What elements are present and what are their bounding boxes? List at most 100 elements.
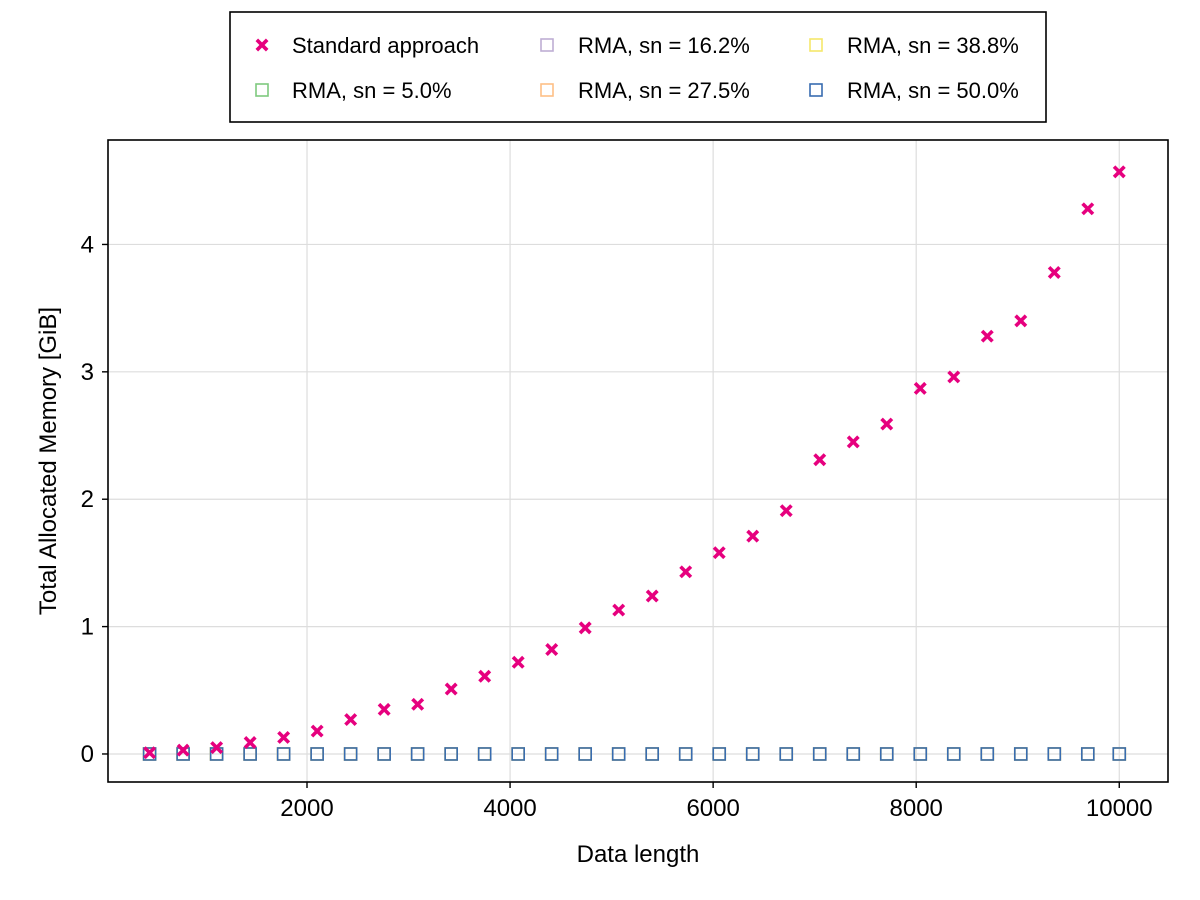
data-point-stroke xyxy=(578,621,592,635)
x-tick-label: 8000 xyxy=(890,795,943,822)
y-tick-label: 3 xyxy=(81,359,94,386)
data-point xyxy=(143,746,157,760)
data-point-stroke xyxy=(377,702,391,716)
data-point xyxy=(176,743,190,757)
y-tick-label: 1 xyxy=(81,614,94,641)
data-point-stroke xyxy=(210,741,224,755)
x-tick-label: 10000 xyxy=(1086,795,1153,822)
data-point xyxy=(1112,165,1126,179)
data-point-stroke xyxy=(478,669,492,683)
data-point xyxy=(578,621,592,635)
data-point-stroke xyxy=(645,589,659,603)
legend-label: RMA, sn = 27.5% xyxy=(578,78,750,103)
data-point-stroke xyxy=(143,746,157,760)
data-point xyxy=(1080,747,1095,761)
data-point-stroke xyxy=(1014,314,1028,328)
data-point xyxy=(243,747,257,761)
axis-ticks: 2000 4000 6000 8000 10000 0 1 2 3 4 xyxy=(81,231,1153,822)
data-point xyxy=(846,435,860,449)
y-tick-label: 0 xyxy=(81,741,94,768)
plot-frame xyxy=(107,139,1169,783)
data-marks xyxy=(142,165,1127,761)
data-point xyxy=(310,747,324,761)
data-point xyxy=(377,747,391,761)
data-point xyxy=(142,747,157,761)
data-point xyxy=(746,529,760,543)
legend-item: RMA, sn = 16.2% xyxy=(540,33,750,58)
data-point-stroke xyxy=(344,713,358,727)
legend-marker xyxy=(809,83,823,97)
legend-item: RMA, sn = 27.5% xyxy=(540,78,750,103)
data-point-stroke xyxy=(679,565,693,579)
data-point xyxy=(511,747,525,761)
data-point xyxy=(410,747,425,761)
data-point xyxy=(243,736,257,749)
data-point-stroke xyxy=(243,736,257,749)
y-axis-label: Total Allocated Memory [GiB] xyxy=(35,307,62,615)
x-axis-label: Data length xyxy=(577,841,700,868)
data-point-stroke xyxy=(277,730,291,744)
data-point xyxy=(444,747,458,761)
data-point-stroke xyxy=(813,453,827,467)
data-point xyxy=(612,603,626,617)
legend-marker xyxy=(540,83,554,97)
x-tick-label: 6000 xyxy=(686,795,739,822)
data-point-stroke xyxy=(980,329,994,343)
legend-item: RMA, sn = 38.8% xyxy=(809,33,1019,58)
data-point xyxy=(678,747,693,761)
data-point xyxy=(477,747,492,761)
y-tick-label: 4 xyxy=(81,231,94,258)
data-point-stroke xyxy=(612,603,626,617)
data-point-stroke xyxy=(746,529,760,543)
data-point-stroke xyxy=(779,504,793,518)
data-point xyxy=(980,747,995,761)
legend-item: RMA, sn = 50.0% xyxy=(809,78,1019,103)
data-point xyxy=(913,747,928,761)
data-point xyxy=(1047,266,1061,279)
data-point xyxy=(611,747,626,761)
legend-item: Standard approach xyxy=(255,33,479,58)
legend-frame xyxy=(229,11,1047,123)
data-point-stroke xyxy=(511,655,525,669)
legend-label: RMA, sn = 38.8% xyxy=(847,33,1019,58)
data-point xyxy=(1081,202,1095,216)
data-point xyxy=(277,730,291,744)
data-point xyxy=(946,747,961,761)
data-point xyxy=(1014,314,1028,328)
data-point-stroke xyxy=(880,417,894,431)
x-tick-label: 2000 xyxy=(280,795,333,822)
y-tick-label: 2 xyxy=(81,486,94,513)
data-point xyxy=(712,546,726,560)
data-point xyxy=(779,747,794,761)
data-point-stroke xyxy=(411,697,425,711)
data-point xyxy=(310,724,324,738)
legend-marker xyxy=(255,38,269,52)
data-point xyxy=(980,329,994,343)
data-point xyxy=(344,713,358,727)
legend-item: RMA, sn = 5.0% xyxy=(255,78,452,103)
data-point xyxy=(947,370,961,384)
data-point xyxy=(545,643,559,656)
data-point xyxy=(343,747,358,761)
data-point xyxy=(812,747,827,761)
data-point xyxy=(645,747,660,761)
legend: Standard approach RMA, sn = 5.0% RMA, sn =… xyxy=(229,11,1047,123)
legend-marker xyxy=(255,83,269,97)
data-point xyxy=(779,504,793,518)
legend-marker-stroke xyxy=(255,38,269,52)
legend-label: RMA, sn = 16.2% xyxy=(578,33,750,58)
series-0 xyxy=(143,165,1126,760)
data-point xyxy=(411,697,425,711)
data-point-stroke xyxy=(444,682,458,696)
data-point-stroke xyxy=(176,743,190,757)
data-point-stroke xyxy=(947,370,961,384)
data-point xyxy=(880,417,894,431)
data-point xyxy=(1112,747,1127,761)
data-point xyxy=(478,669,492,683)
data-point xyxy=(544,747,559,761)
data-point xyxy=(511,655,525,669)
legend-label: RMA, sn = 5.0% xyxy=(292,78,452,103)
data-point xyxy=(846,747,861,761)
